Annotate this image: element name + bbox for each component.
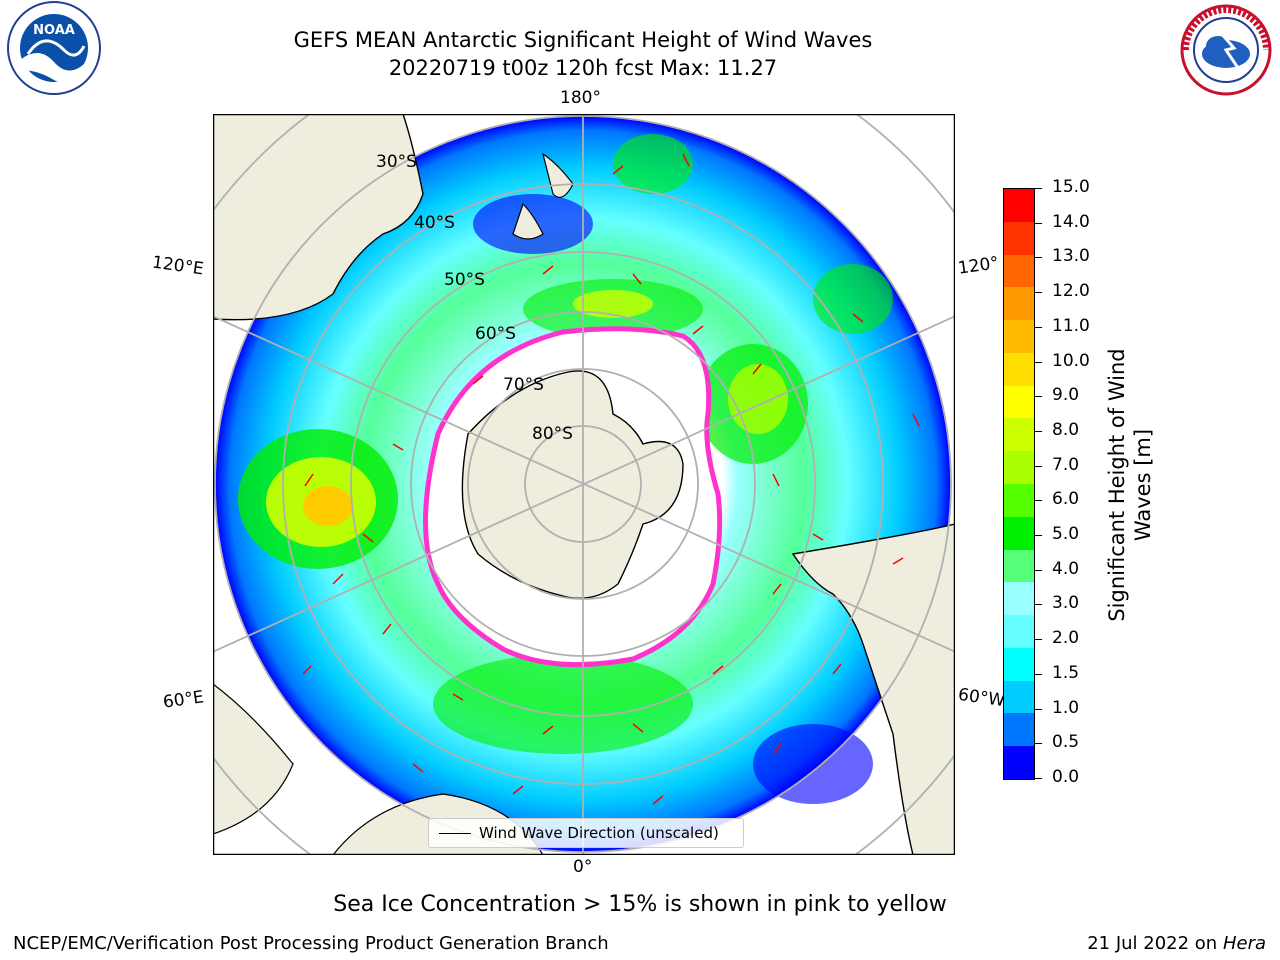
colorbar-segment — [1004, 221, 1034, 255]
colorbar-tick-mark — [1034, 222, 1042, 224]
colorbar-tick-label: 8.0 — [1052, 419, 1080, 440]
colorbar-segment — [1004, 483, 1034, 517]
producer-credit: NCEP/EMC/Verification Post Processing Pr… — [13, 933, 609, 954]
noaa-logo: NOAA — [7, 1, 101, 95]
colorbar-segment — [1004, 451, 1034, 484]
colorbar-tick-mark — [1034, 292, 1042, 294]
colorbar-tick-mark — [1034, 604, 1042, 606]
south-america-land — [791, 523, 955, 855]
colorbar-segment — [1004, 549, 1034, 583]
colorbar-tick-mark — [1034, 708, 1042, 710]
colorbar-tick-mark — [1034, 326, 1042, 328]
madagascar-land — [213, 683, 294, 835]
wind-wave-arrows — [302, 153, 920, 805]
nws-logo — [1180, 4, 1272, 96]
colorbar-tick-mark — [1034, 396, 1042, 398]
colorbar-tick-label: 1.0 — [1052, 697, 1080, 718]
antarctica-land — [461, 370, 684, 599]
lon-label-60w: 60°W — [956, 684, 1007, 712]
colorbar-tick-mark — [1034, 361, 1042, 363]
noaa-logo-text: NOAA — [33, 23, 75, 38]
colorbar-tick-label: 11.0 — [1052, 315, 1090, 336]
machine-name: Hera — [1222, 933, 1266, 954]
lat-label-50s: 50°S — [444, 270, 485, 290]
colorbar-segment — [1004, 680, 1034, 714]
lat-label-40s: 40°S — [414, 213, 455, 233]
colorbar-tick-label: 10.0 — [1052, 350, 1090, 371]
lat-label-30s: 30°S — [376, 152, 417, 172]
colorbar-tick-mark — [1034, 535, 1042, 537]
colorbar-segment — [1004, 516, 1034, 550]
colorbar-tick-label: 13.0 — [1052, 246, 1090, 267]
colorbar-tick-label: 7.0 — [1052, 454, 1080, 475]
colorbar-segment — [1004, 647, 1034, 681]
colorbar-segment — [1004, 746, 1034, 779]
colorbar-tick-label: 2.0 — [1052, 628, 1080, 649]
colorbar-tick-mark — [1034, 257, 1042, 259]
colorbar-tick-label: 14.0 — [1052, 211, 1090, 232]
colorbar-tick-label: 1.5 — [1052, 662, 1080, 683]
colorbar-tick-label: 12.0 — [1052, 281, 1090, 302]
colorbar-segment — [1004, 254, 1034, 288]
map-title: GEFS MEAN Antarctic Significant Height o… — [293, 28, 873, 52]
colorbar-tick-mark — [1034, 778, 1042, 779]
lon-label-0: 0° — [573, 857, 593, 877]
map-legend: Wind Wave Direction (unscaled) — [428, 818, 744, 848]
lon-label-180: 180° — [560, 88, 601, 108]
colorbar-tick-mark — [1034, 743, 1042, 745]
colorbar-segment — [1004, 320, 1034, 353]
colorbar-tick-mark — [1034, 569, 1042, 571]
colorbar-tick-label: 0.0 — [1052, 767, 1080, 787]
colorbar — [1003, 188, 1035, 780]
lon-label-120w: 120° — [956, 253, 1001, 279]
australia-land — [213, 114, 424, 321]
lat-label-60s: 60°S — [475, 324, 516, 344]
colorbar-tick-mark — [1034, 500, 1042, 502]
colorbar-tick-mark — [1034, 639, 1042, 641]
colorbar-tick-label: 0.5 — [1052, 732, 1080, 753]
lon-label-60e: 60°E — [161, 687, 206, 713]
legend-line-swatch — [439, 832, 471, 834]
lat-label-80s: 80°S — [532, 424, 573, 444]
lon-label-120e: 120°E — [150, 252, 205, 280]
sea-ice-note: Sea Ice Concentration > 15% is shown in … — [333, 892, 947, 917]
colorbar-tick-label: 15.0 — [1052, 177, 1090, 197]
colorbar-tick-mark — [1034, 465, 1042, 467]
colorbar-segment — [1004, 713, 1034, 747]
longitude-grid — [213, 114, 955, 855]
run-date-text: 21 Jul 2022 on — [1087, 933, 1223, 954]
polar-map — [213, 114, 955, 855]
colorbar-segment — [1004, 287, 1034, 321]
colorbar-tick-label: 6.0 — [1052, 489, 1080, 510]
legend-label: Wind Wave Direction (unscaled) — [479, 824, 719, 842]
colorbar-tick-mark — [1034, 188, 1042, 189]
colorbar-tick-label: 5.0 — [1052, 524, 1080, 545]
colorbar-segment — [1004, 188, 1034, 222]
colorbar-segment — [1004, 385, 1034, 419]
map-subtitle: 20220719 t00z 120h fcst Max: 11.27 — [388, 56, 778, 80]
run-date: 21 Jul 2022 on Hera — [1087, 933, 1266, 954]
colorbar-tick-mark — [1034, 673, 1042, 675]
lat-label-70s: 70°S — [503, 375, 544, 395]
colorbar-segment — [1004, 582, 1034, 616]
colorbar-segment — [1004, 352, 1034, 386]
colorbar-tick-label: 4.0 — [1052, 558, 1080, 579]
colorbar-tick-mark — [1034, 430, 1042, 432]
colorbar-segment — [1004, 615, 1034, 648]
colorbar-segment — [1004, 418, 1034, 452]
colorbar-tick-label: 9.0 — [1052, 385, 1080, 406]
map-frame — [213, 114, 955, 855]
colorbar-tick-label: 3.0 — [1052, 593, 1080, 614]
